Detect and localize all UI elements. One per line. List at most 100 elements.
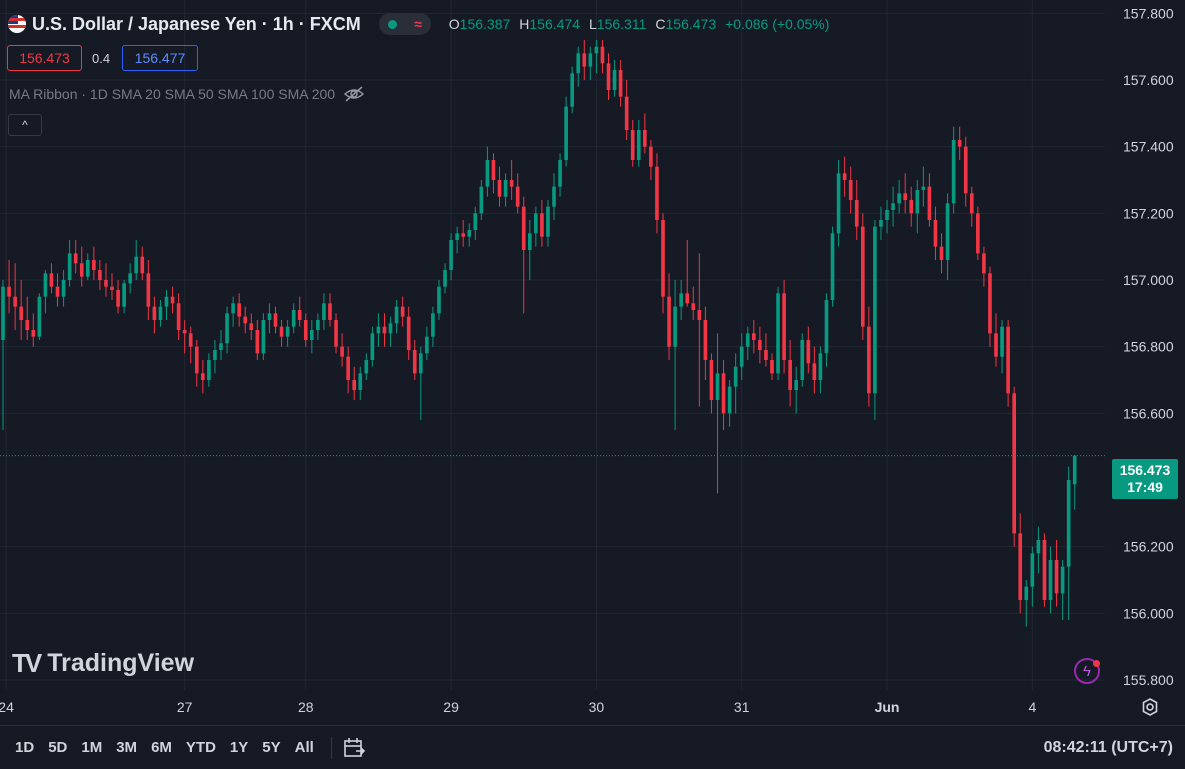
candle-body: [963, 146, 968, 194]
low-label: L: [589, 16, 597, 32]
candle: [310, 320, 314, 354]
candle: [909, 186, 914, 227]
range-button-6m[interactable]: 6M: [151, 739, 172, 756]
candle-body: [957, 140, 962, 147]
candle: [134, 240, 139, 280]
range-button-ytd[interactable]: YTD: [185, 739, 216, 756]
symbol-title[interactable]: U.S. Dollar / Japanese Yen · 1h · FXCM: [32, 13, 361, 34]
candle: [715, 333, 720, 494]
candle: [636, 120, 641, 167]
candle-body: [116, 290, 120, 307]
candle: [576, 46, 581, 87]
candle: [830, 226, 835, 307]
candle: [25, 296, 30, 340]
range-button-1d[interactable]: 1D: [15, 739, 35, 756]
candle-body: [437, 286, 441, 314]
candle: [879, 206, 883, 240]
candle-body: [1030, 553, 1035, 587]
price-axis[interactable]: 157.800 157.600 157.400 157.200 157.000 156.8…: [1123, 5, 1174, 688]
notification-dot: [1093, 660, 1100, 667]
candle: [406, 306, 411, 360]
candle-body: [988, 273, 992, 334]
candle-body: [201, 373, 205, 380]
candle: [721, 360, 726, 430]
candle: [848, 166, 853, 214]
indicator-legend[interactable]: MA Ribbon · 1D SMA 20 SMA 50 SMA 100 SMA…: [9, 86, 365, 102]
time-axis[interactable]: 24 27 28 29 30 31 Jun 4: [0, 699, 1036, 715]
candle-body: [558, 160, 562, 187]
candle-body: [346, 356, 350, 380]
candle: [188, 326, 193, 364]
candle-body: [1066, 480, 1071, 567]
candle-body: [146, 273, 151, 307]
candle: [382, 313, 387, 347]
date-range-buttons: 1D 5D 1M 3M 6M YTD 1Y 5Y All: [8, 739, 321, 756]
candle: [552, 173, 556, 220]
candle: [176, 293, 181, 340]
last-price-value: 156.473: [1119, 462, 1171, 478]
goto-date-icon[interactable]: [342, 737, 366, 759]
candle: [146, 260, 151, 320]
candle: [55, 273, 60, 307]
candle: [291, 303, 296, 334]
candle: [860, 213, 865, 340]
candle: [1006, 320, 1010, 407]
candle: [885, 200, 889, 234]
candle-body: [969, 193, 974, 214]
candle-body: [340, 346, 344, 357]
candle: [437, 280, 441, 320]
candle-body: [891, 203, 895, 210]
toolbar-separator: [330, 736, 332, 759]
range-button-all[interactable]: All: [294, 739, 314, 756]
market-status-pill[interactable]: ≈: [378, 13, 431, 35]
wave-icon: ≈: [414, 16, 422, 32]
candle: [43, 270, 48, 314]
candle: [758, 326, 762, 364]
candle: [630, 120, 635, 167]
timezone-clock[interactable]: 08:42:11 (UTC+7): [1043, 738, 1173, 756]
candle: [540, 200, 544, 247]
candle: [788, 340, 792, 407]
chevron-up-icon[interactable]: ^: [8, 114, 42, 136]
candle: [352, 366, 357, 400]
range-button-1m[interactable]: 1M: [81, 739, 103, 756]
candle: [170, 286, 175, 314]
lightning-icon[interactable]: ϟ: [1074, 658, 1100, 684]
candle: [376, 313, 381, 347]
candle-body: [479, 186, 484, 214]
gear-icon[interactable]: [1140, 697, 1160, 717]
candle-body: [758, 340, 762, 350]
candle-body: [85, 260, 90, 277]
range-button-3m[interactable]: 3M: [116, 739, 138, 756]
candle: [794, 366, 799, 414]
eye-off-icon[interactable]: [343, 86, 365, 102]
candle-body: [909, 200, 914, 214]
price-tick-label: 156.000: [1123, 605, 1174, 621]
candle-body: [370, 333, 375, 360]
candle: [546, 200, 550, 247]
candle: [497, 166, 502, 207]
time-tick-label: 29: [443, 699, 459, 715]
candle: [104, 263, 108, 297]
last-price-label: 156.473 17:49: [1112, 459, 1178, 499]
range-button-1y[interactable]: 1Y: [229, 739, 249, 756]
candle: [534, 206, 538, 247]
candle-body: [194, 346, 199, 374]
candle: [921, 166, 926, 207]
candle: [703, 306, 708, 380]
sell-price-button[interactable]: 156.473: [7, 45, 82, 71]
candle-body: [158, 306, 163, 320]
candle-body: [291, 310, 296, 327]
candle-body: [867, 326, 871, 394]
candle-body: [425, 336, 429, 354]
range-button-5d[interactable]: 5D: [48, 739, 68, 756]
buy-price-button[interactable]: 156.477: [122, 45, 198, 71]
candle-body: [1048, 560, 1053, 600]
candle-body: [225, 313, 229, 344]
candle-body: [406, 316, 411, 350]
range-button-5y[interactable]: 5Y: [262, 739, 281, 756]
candle: [1030, 546, 1035, 607]
market-open-dot-icon: [387, 19, 397, 29]
candle-body: [643, 130, 647, 147]
